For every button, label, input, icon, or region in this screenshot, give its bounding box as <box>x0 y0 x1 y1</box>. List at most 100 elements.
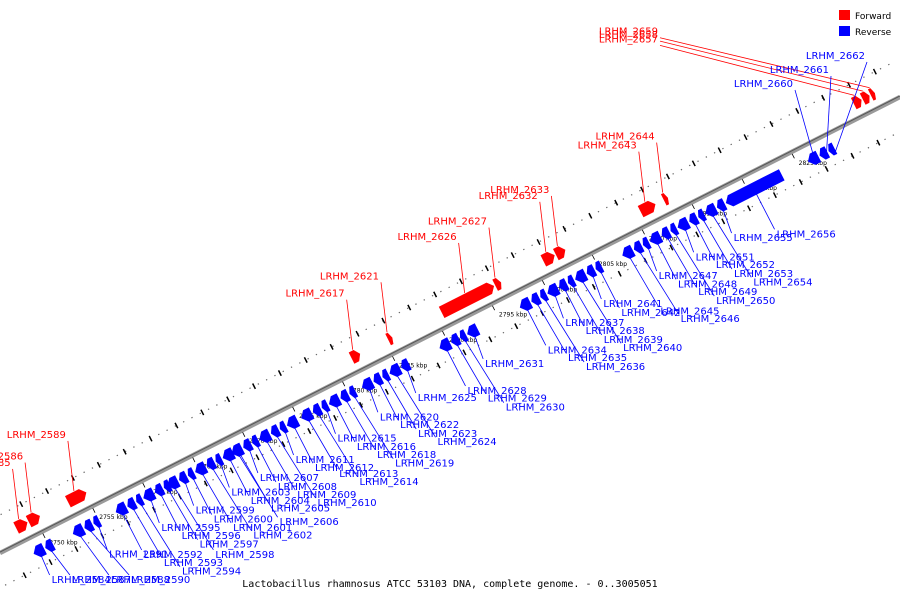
axis-tick <box>442 330 446 336</box>
gene-LRHM_2587 <box>45 538 56 552</box>
gene-LRHM_2614 <box>312 402 324 417</box>
gene-LRHM_2620 <box>361 376 376 391</box>
gene-label-LRHM_2643: LRHM_2643 <box>578 141 637 152</box>
gene-LRHM_2590 <box>84 518 96 533</box>
guide-mark-fwd <box>510 252 515 259</box>
gene-label-LRHM_2647: LRHM_2647 <box>659 271 718 282</box>
guide-mark-rev <box>488 336 493 343</box>
gene-LRHM_2598 <box>167 475 181 490</box>
gene-label-LRHM_2605: LRHM_2605 <box>271 504 330 515</box>
gene-label-LRHM_2661: LRHM_2661 <box>770 65 829 76</box>
leader-LRHM_2602 <box>212 469 252 531</box>
leader-LRHM_2655 <box>723 210 732 234</box>
leader-LRHM_2639 <box>573 286 603 336</box>
axis-tick <box>142 482 146 488</box>
gene-LRHM_2643 <box>637 200 656 218</box>
gene-LRHM_2585 <box>13 519 28 534</box>
leader-LRHM_2623 <box>387 380 417 430</box>
tick-label: 2805 kbp <box>599 261 627 268</box>
guide-mark-fwd <box>717 147 722 154</box>
gene-label-LRHM_2650: LRHM_2650 <box>716 296 775 307</box>
guide-mark-rev <box>565 296 570 303</box>
gene-LRHM_2639 <box>567 274 577 288</box>
gene-labels: LRHM_2585LRHM_2586 LRHM_2589 LRHM_2617 LRHM… <box>0 27 865 586</box>
gene-LRHM_2641 <box>586 264 598 278</box>
leader-LRHM_2621 <box>380 282 388 333</box>
guide-mark-rev <box>747 205 752 212</box>
leader-LRHM_2616 <box>336 406 356 443</box>
guide-mark-fwd <box>174 422 179 429</box>
leader-LRHM_2614 <box>319 415 358 478</box>
guide-mark-rev <box>514 323 519 330</box>
gene-LRHM_2655 <box>716 198 728 212</box>
leader-LRHM_2660 <box>794 89 817 165</box>
gene-label-LRHM_2642: LRHM_2642 <box>621 308 680 319</box>
guide-mark-rev <box>721 218 726 225</box>
axis-tick <box>292 406 296 412</box>
gene-LRHM_2609 <box>259 428 273 443</box>
gene-label-LRHM_2660: LRHM_2660 <box>734 79 793 90</box>
gene-label-LRHM_2622: LRHM_2622 <box>400 420 459 431</box>
guide-mark-rev <box>333 414 338 421</box>
leader-LRHM_2633 <box>550 195 558 246</box>
gene-label-LRHM_2641: LRHM_2641 <box>603 299 662 310</box>
guide-mark-fwd <box>407 304 412 311</box>
leader-LRHM_2589 <box>67 440 75 491</box>
axis-tick <box>791 153 795 159</box>
leader-LRHM_2590 <box>90 531 130 576</box>
tick-label: 2810 kbp <box>649 236 677 243</box>
guide-mark-rev <box>617 270 622 277</box>
guide-mark-fwd <box>562 225 567 232</box>
gene-label-LRHM_2653: LRHM_2653 <box>734 269 793 280</box>
gene-LRHM_2661 <box>819 146 831 160</box>
gene-label-LRHM_2584: LRHM_2584 <box>52 575 111 586</box>
guide-mark-rev <box>798 179 803 186</box>
guide-mark-rev <box>22 572 27 579</box>
leader-LRHM_2625 <box>407 370 417 394</box>
guide-mark-fwd <box>795 107 800 114</box>
legend-swatch-forward <box>839 10 850 20</box>
gene-LRHM_2623 <box>382 368 392 382</box>
gene-LRHM_2603 <box>215 452 225 466</box>
gene-label-LRHM_2608: LRHM_2608 <box>278 482 337 493</box>
guide-mark-rev <box>669 244 674 251</box>
gene-LRHM_2611 <box>279 420 289 434</box>
guide-mark-rev <box>384 388 389 395</box>
leader-LRHM_2652 <box>695 224 715 261</box>
gene-label-LRHM_2585: LRHM_2585 <box>0 458 11 469</box>
gene-LRHM_2650 <box>670 222 680 236</box>
guide-mark-rev <box>850 152 855 159</box>
gene-label-LRHM_2640: LRHM_2640 <box>623 343 682 354</box>
gene-label-LRHM_2657: LRHM_2657 <box>599 34 658 45</box>
gene-LRHM_2646 <box>633 240 645 254</box>
leader-LRHM_2611 <box>285 432 294 456</box>
leader-LRHM_2596 <box>161 495 180 531</box>
gene-label-LRHM_2601: LRHM_2601 <box>233 523 292 534</box>
leader-LRHM_2636 <box>545 300 585 363</box>
leader-LRHM_2603 <box>220 465 230 488</box>
gene-label-LRHM_2611: LRHM_2611 <box>296 455 355 466</box>
gene-LRHM_2622 <box>373 372 385 386</box>
guide-mark-fwd <box>433 291 438 298</box>
tick-label: 2785 kbp <box>399 362 427 369</box>
tick-label: 2750 kbp <box>49 539 77 546</box>
leader-LRHM_2635 <box>537 304 567 354</box>
axis-tick <box>691 204 695 210</box>
guide-mark-rev <box>281 441 286 448</box>
axis-tick <box>242 432 246 437</box>
leader-LRHM_2624 <box>397 376 436 438</box>
guide-mark-fwd <box>614 199 619 206</box>
gene-label-LRHM_2651: LRHM_2651 <box>696 252 755 263</box>
gene-label-LRHM_2654: LRHM_2654 <box>753 277 812 288</box>
gene-LRHM_2652 <box>689 212 700 226</box>
guide-mark-fwd <box>19 501 24 508</box>
gene-LRHM_2628 <box>439 337 453 352</box>
genome-axis-highlight <box>0 95 900 553</box>
leader-LRHM_2594 <box>141 505 181 567</box>
tick-label: 2790 kbp <box>449 337 477 344</box>
axis-tick <box>392 356 396 362</box>
gene-LRHM_2629 <box>451 332 462 347</box>
legend-label-forward: Forward <box>855 12 891 22</box>
